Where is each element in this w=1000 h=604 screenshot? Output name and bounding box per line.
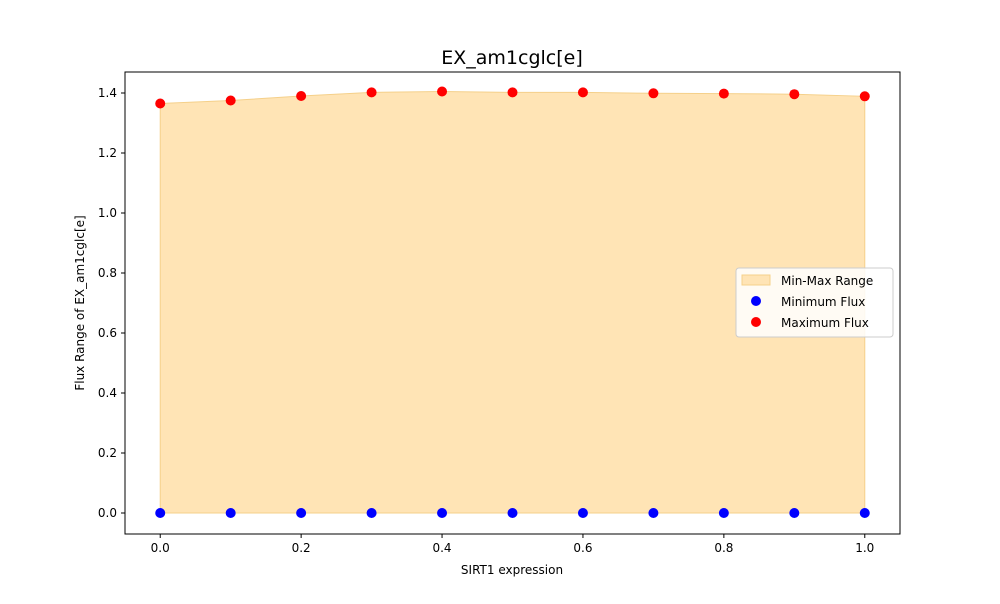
minimum-flux-point-10 (859, 508, 870, 518)
maximum-flux-point-10 (859, 91, 870, 102)
minimum-flux-point-5 (507, 508, 518, 518)
minimum-flux-points (155, 508, 870, 518)
maximum-flux-point-4 (437, 86, 448, 97)
maximum-flux-points (155, 86, 870, 109)
minimum-flux-point-2 (296, 508, 307, 518)
minimum-flux-point-9 (789, 508, 800, 518)
y-tick-label: 1.2 (98, 146, 117, 160)
y-tick-label: 1.0 (98, 206, 117, 220)
minimum-flux-point-1 (225, 508, 236, 518)
axes-frame (124, 71, 901, 535)
y-tick-label: 1.4 (98, 86, 117, 100)
minimum-flux-point-7 (648, 508, 659, 518)
x-tick-label: 0.8 (714, 541, 733, 555)
y-tick-label: 0.6 (98, 326, 117, 340)
legend-box (735, 267, 894, 338)
x-tick-label: 1.0 (855, 541, 874, 555)
plot-area (155, 86, 870, 518)
legend-swatch-min-max-range (741, 274, 771, 286)
chart-title: EX_am1cglc[e] (441, 47, 583, 69)
maximum-flux-point-0 (155, 98, 166, 109)
maximum-flux-point-8 (718, 88, 729, 99)
maximum-flux-point-5 (507, 87, 518, 98)
maximum-flux-point-2 (296, 91, 307, 101)
legend-label: Maximum Flux (781, 316, 869, 330)
minimum-flux-point-4 (437, 508, 448, 518)
x-axis-label: SIRT1 expression (461, 563, 563, 577)
legend-swatch-minimum-flux (751, 296, 761, 306)
maximum-flux-point-3 (366, 87, 377, 98)
maximum-flux-point-9 (789, 89, 800, 100)
y-axis-label: Flux Range of EX_am1cglc[e] (73, 215, 87, 390)
y-axis-ticks: 0.0 0.2 0.4 0.6 0.8 1.0 1.2 1.4 (98, 86, 125, 520)
x-axis-ticks: 0.0 0.2 0.4 0.6 0.8 1.0 (151, 534, 874, 555)
x-tick-label: 0.4 (432, 541, 451, 555)
y-tick-label: 0.0 (98, 506, 117, 520)
maximum-flux-point-6 (577, 87, 588, 98)
y-tick-label: 0.8 (98, 266, 117, 280)
maximum-flux-point-1 (225, 95, 236, 106)
legend-label: Minimum Flux (781, 295, 865, 309)
y-tick-label: 0.4 (98, 386, 117, 400)
x-tick-label: 0.2 (292, 541, 311, 555)
minimum-flux-point-0 (155, 508, 166, 518)
minimum-flux-point-6 (577, 508, 588, 518)
minimum-flux-point-8 (718, 508, 729, 518)
legend: Min-Max Range Minimum Flux Maximum Flux (735, 267, 894, 338)
legend-entries: Min-Max Range Minimum Flux Maximum Flux (741, 274, 873, 330)
x-tick-label: 0.6 (573, 541, 592, 555)
legend-label: Min-Max Range (781, 274, 873, 288)
legend-swatch-maximum-flux (751, 317, 761, 327)
y-tick-label: 0.2 (98, 446, 117, 460)
maximum-flux-point-7 (648, 88, 659, 99)
minimum-flux-point-3 (366, 508, 377, 518)
x-tick-label: 0.0 (151, 541, 170, 555)
